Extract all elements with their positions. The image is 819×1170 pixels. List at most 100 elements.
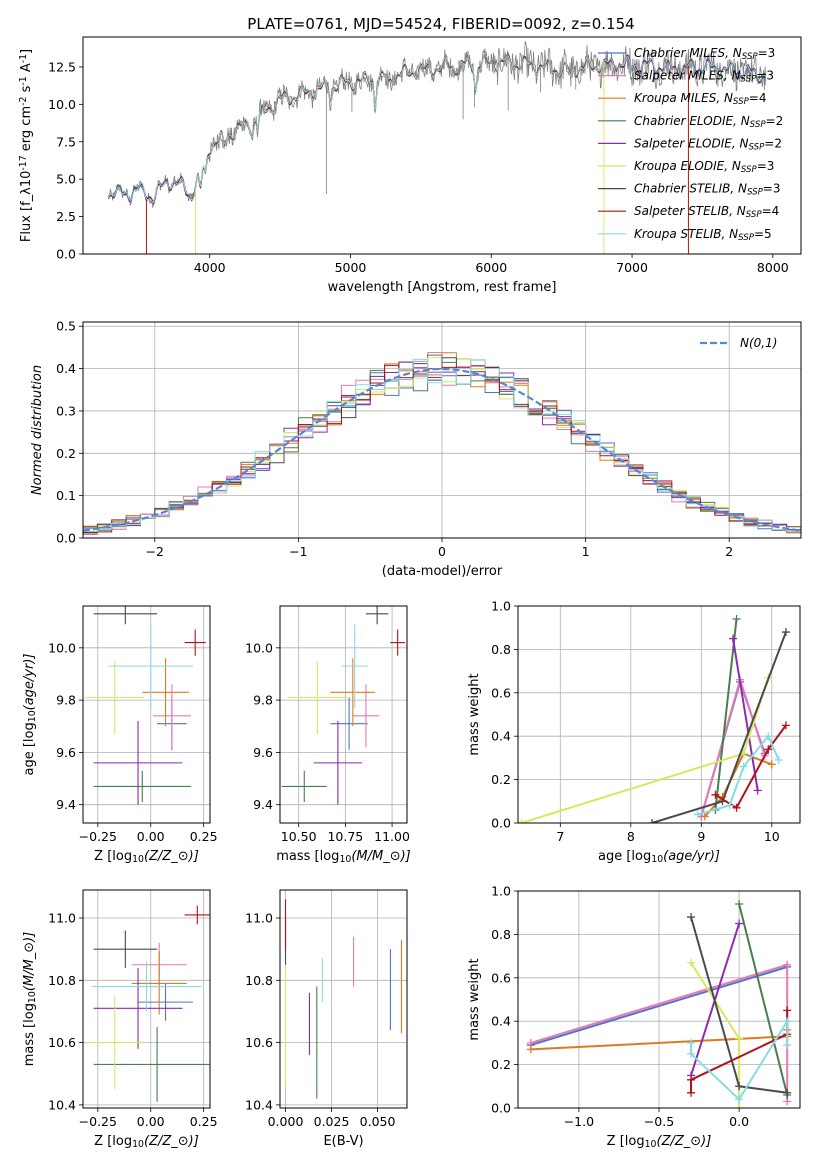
- x-tick-label: 10: [764, 829, 780, 844]
- mass-vs-ebv-plot-area: [280, 890, 407, 1108]
- weight-point-marker: [739, 762, 748, 771]
- y-tick-label: 10.4: [48, 1097, 76, 1112]
- y-tick-label: 12.5: [48, 59, 76, 74]
- age-vs-z-panel: −0.25 0.00 0.25 9.4 9.6 9.8 10.0 Z [log10(Z/Z_⊙…: [22, 605, 218, 865]
- weight-series-salpeter-elodie: [729, 634, 762, 795]
- y-tick-label: 0.0: [491, 816, 511, 831]
- errorbar-chabrier-elodie: [281, 770, 327, 803]
- x-tick-label: 11.00: [374, 829, 410, 844]
- y-tick-label: 10.0: [48, 640, 76, 655]
- mass-vs-z-frame: [82, 889, 211, 1109]
- x-tick-label: 0.25: [190, 1114, 218, 1129]
- x-tick-label: −0.25: [79, 1114, 117, 1129]
- x-tick-label: −0.5: [644, 1114, 674, 1129]
- y-tick-label: 0.0: [491, 1101, 511, 1116]
- errorbar-salpeter-miles: [352, 684, 379, 748]
- spectrum-y-axis-label: Flux [f_λ10-17 erg cm-2 s-1 A-1]: [18, 49, 34, 242]
- legend-label-salpeter-stelib: Salpeter STELIB, NSSP=4: [634, 204, 779, 220]
- weight-point-marker: [687, 913, 696, 922]
- y-tick-label: 0.6: [491, 970, 511, 985]
- weight-point-marker: [526, 1045, 535, 1054]
- x-tick-label: 7: [556, 829, 564, 844]
- y-tick-label: 9.8: [56, 693, 76, 708]
- y-tick-label: 9.4: [253, 797, 273, 812]
- errorbar-kroupa-miles: [330, 658, 376, 727]
- weight-point-marker: [687, 1038, 696, 1047]
- mass-vs-z-plot-area: [83, 890, 210, 1108]
- weight-point-marker: [687, 1075, 696, 1084]
- residuals-y-axis-label: Normed distribution: [30, 365, 45, 495]
- errorbar-salpeter-miles: [152, 684, 191, 748]
- weight-point-marker: [764, 745, 773, 754]
- weight-point-marker: [732, 615, 741, 624]
- massweight-vs-age-frame: [517, 605, 801, 824]
- errorbar-salpeter-elodie: [93, 721, 183, 805]
- errorbar-kroupa-miles: [131, 952, 187, 1015]
- errorbar-kroupa-stelib: [91, 961, 202, 1012]
- x-tick-label: 0.050: [360, 1114, 396, 1129]
- y-tick-label: 0.2: [491, 1057, 511, 1072]
- mass-vs-ebv-frame: [279, 889, 408, 1109]
- errorbar-chabrier-miles: [138, 983, 194, 1021]
- errorbar-chabrier-stelib: [93, 930, 158, 968]
- legend-label-kroupa-miles: Kroupa MILES, NSSP=4: [634, 91, 766, 107]
- y-tick-label: 9.8: [253, 693, 273, 708]
- massweight-vs-z-panel: −1.0 −0.5 0.0 0.0 0.2 0.4 0.6 0.8 1.0 Z [log10(Z/…: [467, 884, 801, 1150]
- age-vs-z-y-axis-label: age [log10(age/yr)]: [22, 654, 38, 776]
- y-tick-label: 10.4: [245, 1097, 273, 1112]
- age-vs-mass-x-axis-label: mass [log10(M/M_⊙)]: [276, 849, 411, 865]
- y-tick-label: 1.0: [491, 599, 511, 614]
- weight-point-marker: [774, 756, 783, 765]
- x-tick-label: 10.50: [281, 829, 317, 844]
- massweight-vs-age-plot-area: [518, 606, 800, 823]
- age-vs-mass-plot-area: [280, 606, 407, 823]
- weight-point-marker: [711, 790, 720, 799]
- normal-legend-label: N(0,1): [740, 336, 777, 350]
- y-tick-label: 7.5: [56, 134, 76, 149]
- weight-point-marker: [725, 801, 734, 810]
- weight-point-marker: [753, 786, 762, 795]
- y-tick-label: 0.8: [491, 642, 511, 657]
- spectrum-frame: [82, 36, 802, 255]
- x-tick-label: 10.75: [327, 829, 363, 844]
- y-tick-label: 10.0: [245, 640, 273, 655]
- errorbar-kroupa-elodie: [85, 660, 145, 735]
- massweight-vs-z-x-axis-label: Z [log10(Z/Z_⊙)]: [607, 1134, 712, 1150]
- weight-point-marker: [735, 1095, 744, 1104]
- weight-point-marker: [764, 732, 773, 741]
- massweight-vs-age-y-axis-label: mass weight: [467, 673, 482, 755]
- massweight-vs-age-x-axis-label: age [log10(age/yr)]: [598, 849, 720, 865]
- y-tick-label: 0.2: [56, 446, 76, 461]
- figure-title: PLATE=0761, MJD=54524, FIBERID=0092, z=0…: [247, 15, 634, 33]
- weight-point-marker: [735, 919, 744, 928]
- y-tick-label: 0.3: [56, 403, 76, 418]
- errorbar-salpeter-stelib: [184, 905, 210, 925]
- y-tick-label: 0.6: [491, 685, 511, 700]
- weight-line: [714, 724, 787, 810]
- massweight-vs-z-plot-area: [518, 891, 800, 1108]
- weight-point-marker: [687, 1088, 696, 1097]
- legend-label-chabrier-stelib: Chabrier STELIB, NSSP=3: [634, 182, 781, 198]
- x-tick-label: 5000: [335, 260, 367, 275]
- y-tick-label: 5.0: [56, 172, 76, 187]
- legend-label-salpeter-miles: Salpeter MILES, NSSP=3: [634, 69, 774, 85]
- y-tick-label: 0.2: [491, 772, 511, 787]
- legend-label-chabrier-miles: Chabrier MILES, NSSP=3: [634, 46, 775, 62]
- weight-point-marker: [732, 803, 741, 812]
- y-tick-label: 10.6: [245, 1035, 273, 1050]
- weight-point-marker: [783, 1017, 792, 1026]
- y-tick-label: 9.4: [56, 797, 76, 812]
- weight-point-marker: [767, 760, 776, 769]
- weight-point-marker: [729, 634, 738, 643]
- weight-point-marker: [783, 1088, 792, 1097]
- mass-vs-z-panel: −0.25 0.00 0.25 10.4 10.6 10.8 11.0 Z [log10(Z/…: [22, 889, 218, 1150]
- errorbar-kroupa-elodie: [85, 995, 145, 1090]
- x-tick-label: 0.000: [268, 1114, 304, 1129]
- massweight-vs-age-panel: 7 8 9 10 0.0 0.2 0.4 0.6 0.8 1.0 age [log10(age/yr…: [467, 599, 801, 865]
- age-vs-z-plot-area: [83, 606, 210, 823]
- weight-point-marker: [518, 819, 526, 823]
- x-tick-label: 0.0: [729, 1114, 749, 1129]
- y-tick-label: 0.4: [491, 729, 511, 744]
- x-tick-label: −2: [146, 544, 164, 559]
- x-tick-label: 0: [438, 544, 446, 559]
